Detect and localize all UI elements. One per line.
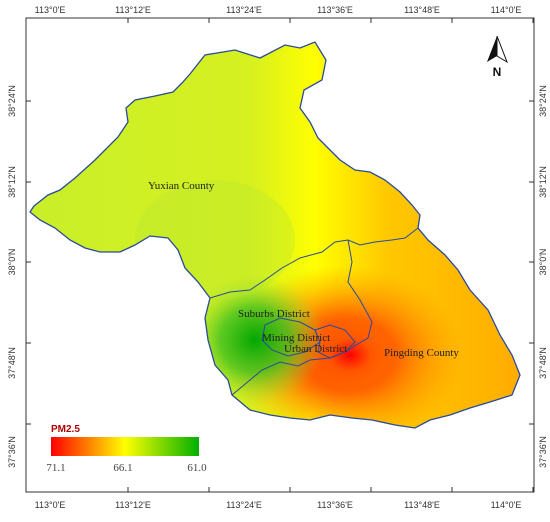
lon-labels-top: 113°0'E 113°12'E 113°24'E 113°36'E 113°4… [35, 5, 522, 15]
lat-tick-label: 37°48'N [538, 347, 548, 379]
lon-tick-label: 113°48'E [404, 500, 440, 510]
lat-tick-label: 38°24'N [538, 85, 548, 117]
lon-tick-label: 113°24'E [226, 500, 262, 510]
urban-district-boundary [314, 324, 356, 359]
legend-mid-label: 66.1 [113, 462, 132, 474]
lon-tick-label: 113°36'E [317, 5, 353, 15]
legend: PM2.5 71.1 66.1 61.0 [46, 424, 207, 474]
lon-tick-label: 114°0'E [491, 5, 522, 15]
lat-tick-label: 38°0'N [7, 249, 17, 276]
lon-tick-label: 113°24'E [226, 5, 262, 15]
lat-tick-label: 38°12'N [7, 166, 17, 198]
region-label-urban: Urban District [284, 343, 347, 355]
legend-high-label: 71.1 [46, 462, 65, 474]
legend-title: PM2.5 [51, 424, 80, 435]
lat-labels-right: 38°24'N 38°12'N 38°0'N 37°48'N 37°36'N [538, 85, 548, 468]
legend-color-ramp [51, 437, 199, 456]
lon-tick-label: 113°12'E [115, 5, 151, 15]
study-area-boundary [29, 41, 521, 429]
yuxian-pingding-boundary [281, 227, 419, 269]
lat-tick-label: 37°36'N [538, 436, 548, 468]
lon-tick-label: 113°0'E [35, 5, 66, 15]
lon-tick-label: 113°48'E [404, 5, 440, 15]
lon-tick-label: 113°36'E [317, 500, 353, 510]
lon-tick-label: 113°0'E [35, 500, 66, 510]
suburbs-pingding-boundary [347, 239, 373, 346]
north-arrow-icon: N [487, 35, 508, 79]
lon-tick-label: 114°0'E [491, 500, 522, 510]
region-label-suburbs: Suburbs District [238, 308, 310, 320]
north-arrow-label: N [493, 65, 502, 79]
tick-marks [26, 18, 534, 492]
lat-tick-label: 37°48'N [7, 347, 17, 379]
region-label-mining: Mining District [262, 332, 330, 344]
mining-district-boundary [261, 317, 321, 357]
lon-tick-label: 113°12'E [115, 500, 151, 510]
lat-tick-label: 38°0'N [538, 249, 548, 276]
region-label-yuxian: Yuxian County [148, 180, 215, 192]
lat-tick-label: 37°36'N [7, 436, 17, 468]
lon-labels-bottom: 113°0'E 113°12'E 113°24'E 113°36'E 113°4… [35, 500, 522, 510]
legend-low-label: 61.0 [187, 462, 207, 474]
region-label-pingding: Pingding County [384, 347, 459, 359]
lat-tick-label: 38°12'N [538, 166, 548, 198]
lat-tick-label: 38°24'N [7, 85, 17, 117]
yuxian-suburbs-boundary [209, 267, 283, 299]
lat-labels-left: 38°24'N 38°12'N 38°0'N 37°48'N 37°36'N [7, 85, 17, 468]
